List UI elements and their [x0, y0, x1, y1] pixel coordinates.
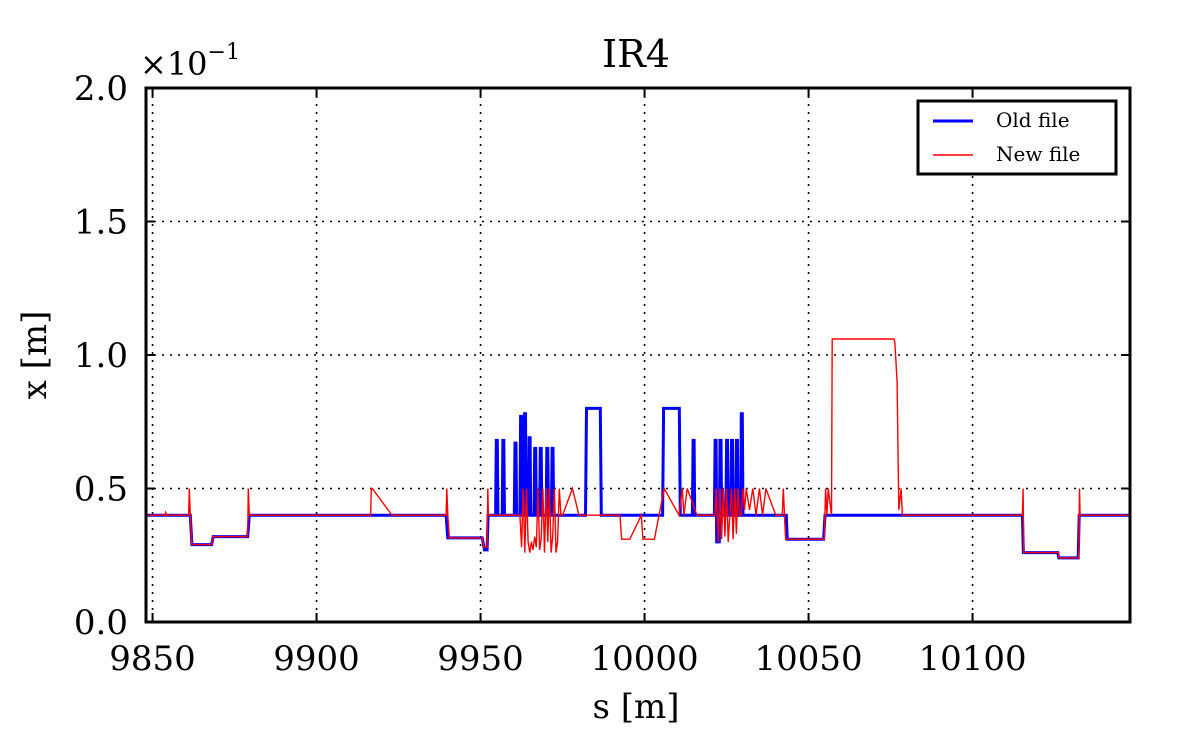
x-tick-label: 9900: [273, 639, 360, 679]
legend-label-new-file: New file: [996, 142, 1080, 166]
legend: Old file New file: [916, 99, 1118, 176]
legend-box: [916, 99, 1118, 176]
series-group: [146, 338, 1130, 560]
x-tick-label: 10100: [918, 639, 1026, 679]
y-axis-multiplier: ×10−1: [140, 40, 240, 83]
y-tick-label: 0.5: [74, 470, 128, 510]
y-axis-multiplier-exponent: −1: [208, 40, 240, 65]
grid: [146, 87, 1130, 623]
y-tick-label: 1.0: [74, 336, 128, 376]
y-axis-label: x [m]: [15, 311, 55, 400]
y-tick-label: 1.5: [74, 203, 128, 243]
chart-title: IR4: [602, 32, 670, 76]
x-tick-label: 10000: [590, 639, 698, 679]
x-tick-label: 10050: [754, 639, 862, 679]
axis-ticks: 9850 9900 9950 10000 10050 10100 0.0 0.5 1.0 1.5 2…: [74, 69, 1130, 679]
y-axis-multiplier-base: ×10: [140, 45, 208, 83]
y-tick-label: 0.0: [74, 603, 128, 643]
x-tick-label: 9950: [437, 639, 524, 679]
legend-label-old-file: Old file: [996, 108, 1070, 132]
series-line-new-file: [146, 338, 1130, 559]
x-tick-label: 9850: [109, 639, 196, 679]
y-tick-label: 2.0: [74, 69, 128, 109]
x-axis-label: s [m]: [592, 687, 679, 727]
